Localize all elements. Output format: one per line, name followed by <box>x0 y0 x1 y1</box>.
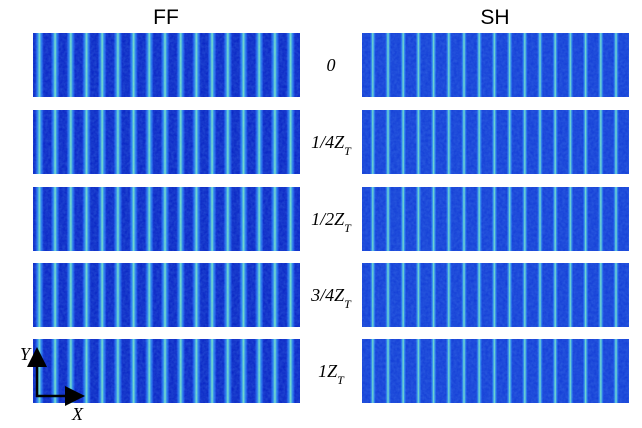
image-noise <box>362 110 629 174</box>
row-label: 1ZT <box>318 361 345 387</box>
row-label-subscript: T <box>344 144 352 158</box>
row-label-text: 1Z <box>318 361 338 381</box>
image-noise <box>33 187 300 251</box>
column-header: FF <box>153 6 179 29</box>
row-label: 1/4ZT <box>311 132 352 158</box>
row-label: 0 <box>327 55 336 75</box>
row-label-text: 1/4Z <box>311 132 345 152</box>
image-noise <box>33 33 300 97</box>
row-label: 1/2ZT <box>311 209 352 235</box>
row-label-subscript: T <box>344 297 352 311</box>
axis-label: X <box>71 404 84 424</box>
image-noise <box>362 33 629 97</box>
axis-indicator: Y X <box>20 344 85 424</box>
row-label: 3/4ZT <box>310 285 352 311</box>
row-label-subscript: T <box>337 373 345 387</box>
row-label-text: 0 <box>327 55 336 75</box>
row-label-text: 1/2Z <box>311 209 345 229</box>
image-noise <box>33 263 300 327</box>
image-noise <box>362 339 629 403</box>
column-header: SH <box>480 6 509 29</box>
image-noise <box>33 110 300 174</box>
axis-label: Y <box>20 344 32 364</box>
image-noise <box>33 339 300 403</box>
image-noise <box>362 263 629 327</box>
row-label-subscript: T <box>344 221 352 235</box>
row-label-text: 3/4Z <box>310 285 345 305</box>
image-noise <box>362 187 629 251</box>
